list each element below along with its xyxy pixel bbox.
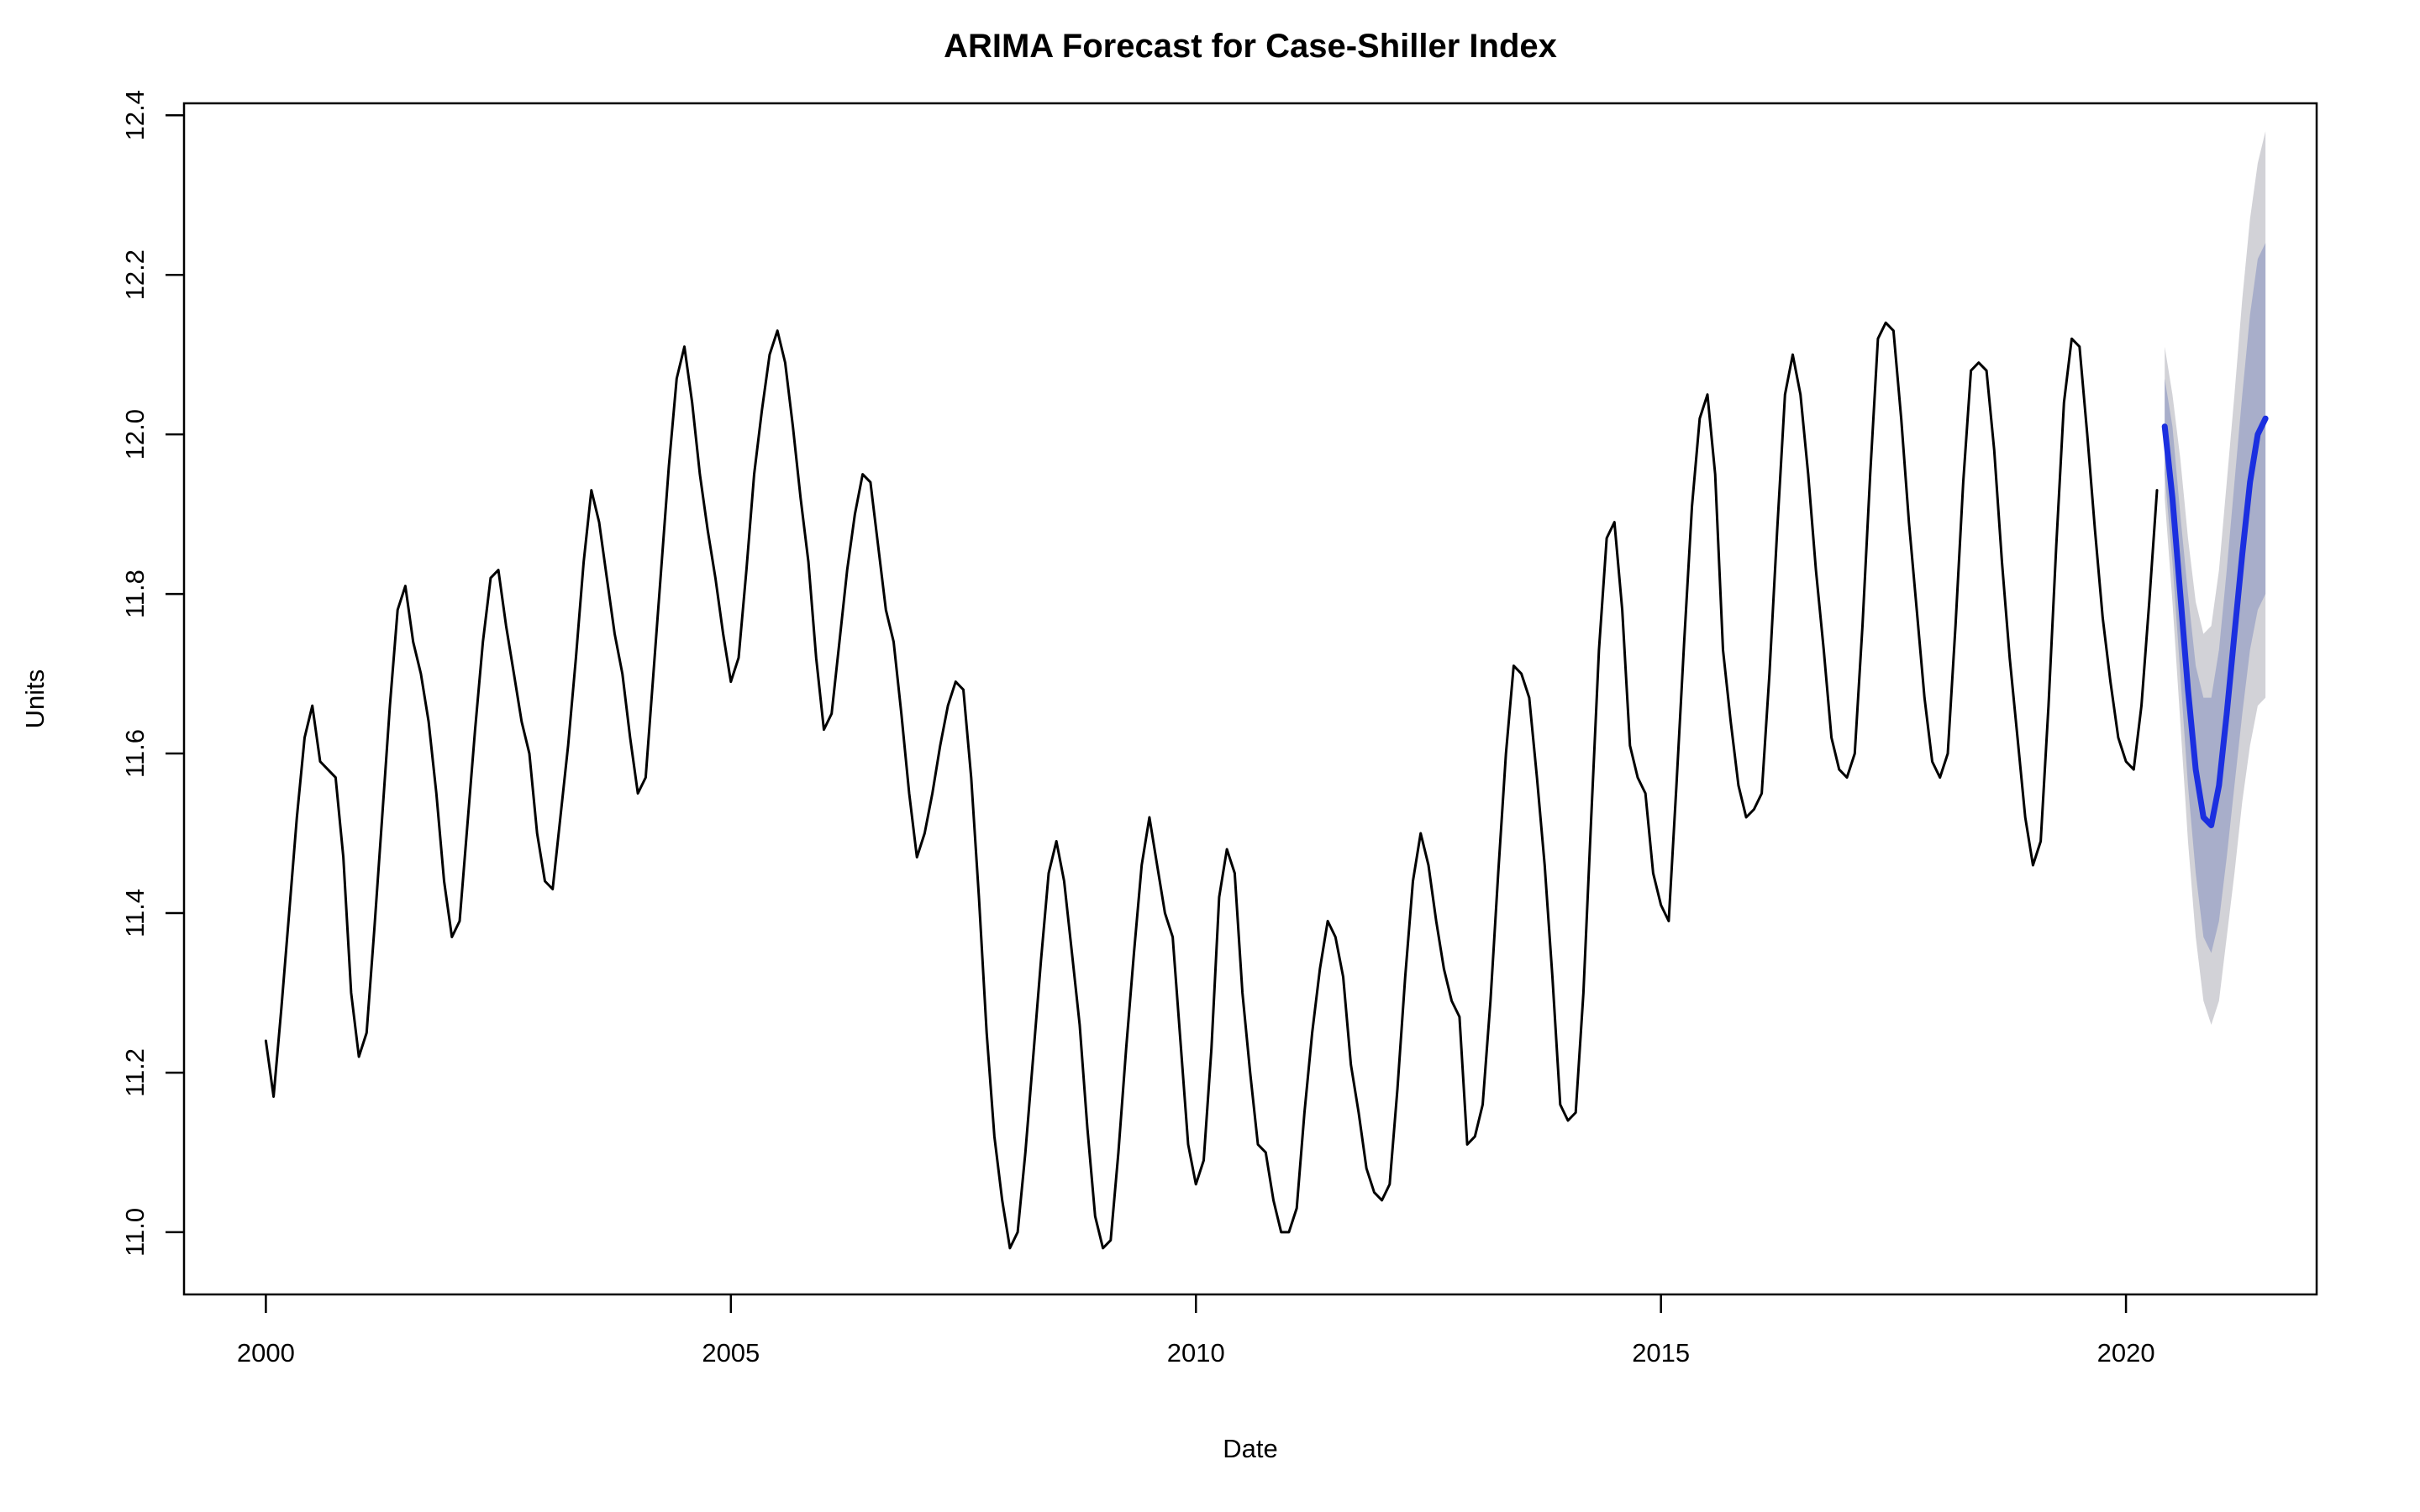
y-axis-tick-labels: 11.0 11.2 11.4 11.6 11.8 12.0 12.2 12.4 xyxy=(120,90,150,1257)
forecast-mean-line xyxy=(2161,415,2269,828)
x-axis-tick-labels: 2000 2005 2010 2015 2020 xyxy=(237,1338,2155,1368)
observed-series-line xyxy=(264,321,2159,1250)
y-tick-label: 11.2 xyxy=(120,1048,150,1097)
x-axis-ticks xyxy=(265,1294,2128,1313)
x-tick-label: 2005 xyxy=(702,1338,760,1368)
y-axis-ticks xyxy=(166,113,184,1234)
x-tick-label: 2020 xyxy=(2097,1338,2155,1368)
x-tick-label: 2010 xyxy=(1167,1338,1225,1368)
y-tick-label: 11.0 xyxy=(120,1208,150,1257)
x-tick-label: 2015 xyxy=(1632,1338,1690,1368)
y-axis-title: Units xyxy=(20,669,50,729)
chart-title: ARIMA Forecast for Case-Shiller Index xyxy=(944,28,1557,65)
y-tick-label: 12.0 xyxy=(120,409,150,459)
x-tick-label: 2000 xyxy=(237,1338,295,1368)
confidence-band-80 xyxy=(2165,243,2266,953)
plot-border xyxy=(182,102,2318,1296)
y-tick-label: 11.8 xyxy=(120,570,150,618)
x-axis-title: Date xyxy=(1223,1434,1277,1463)
y-tick-label: 11.4 xyxy=(120,889,150,937)
y-tick-label: 12.4 xyxy=(120,90,150,140)
y-tick-label: 11.6 xyxy=(120,729,150,778)
y-tick-label: 12.2 xyxy=(120,249,150,300)
